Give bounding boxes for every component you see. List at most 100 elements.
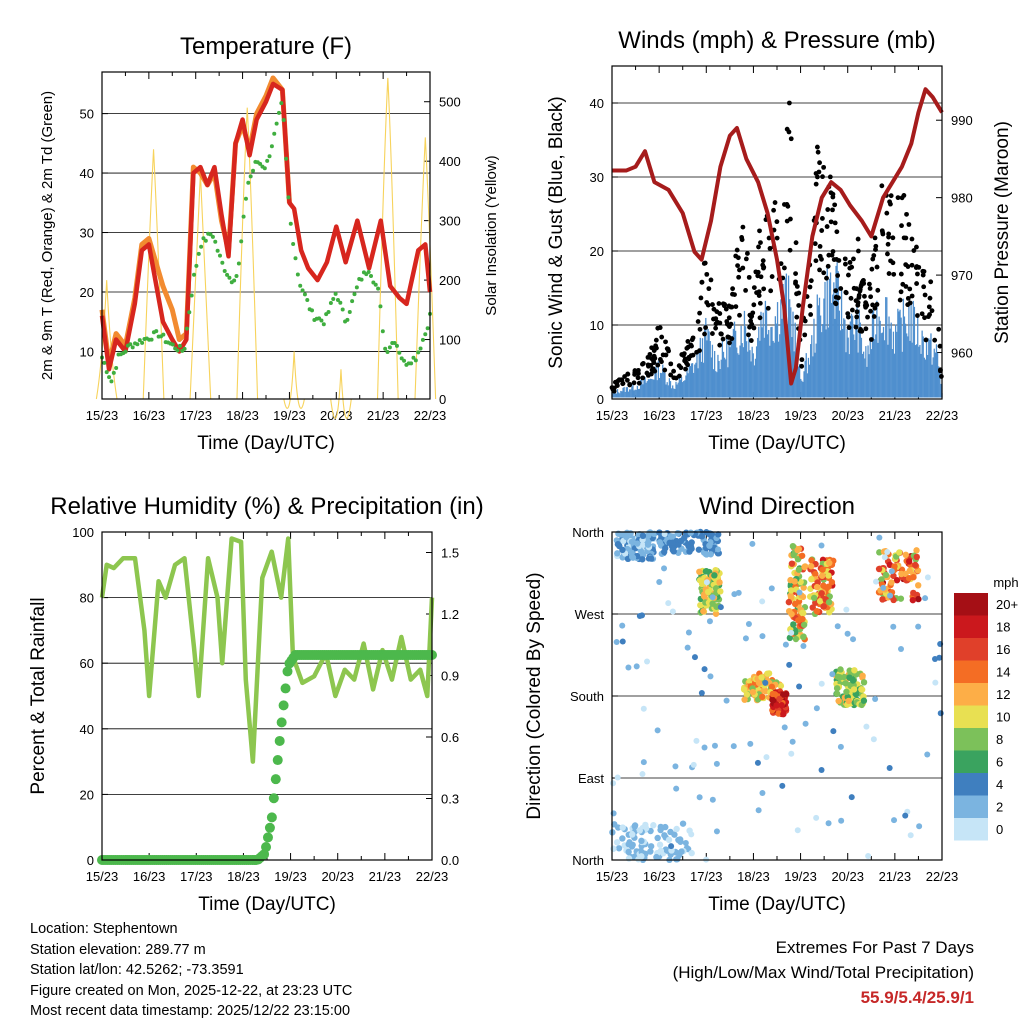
dewpoint-point: [225, 272, 230, 277]
direction-point: [691, 654, 698, 661]
precip-point: [268, 793, 279, 804]
direction-point: [661, 832, 668, 839]
dewpoint-point: [300, 288, 305, 293]
gust-point: [784, 126, 790, 132]
direction-point: [639, 551, 647, 558]
gust-point: [705, 302, 711, 308]
direction-point: [779, 782, 786, 789]
gust-point: [909, 293, 915, 299]
direction-point: [924, 574, 931, 581]
direction-point: [679, 820, 687, 827]
direction-point: [619, 824, 626, 831]
xtick-label-3-2: 17/23: [690, 869, 723, 884]
direction-point: [687, 529, 695, 536]
direction-point: [886, 765, 893, 772]
direction-point: [629, 553, 636, 561]
y2tick-label-1-3: 990: [951, 113, 973, 128]
direction-point: [826, 559, 833, 567]
dewpoint-point: [321, 322, 326, 327]
ytick-label-1-1: 10: [590, 318, 604, 333]
gust-point: [768, 288, 774, 294]
solar-peak-7: [414, 137, 437, 400]
gust-point: [888, 193, 894, 199]
gust-point: [717, 320, 723, 326]
direction-point: [838, 817, 845, 824]
gust-point: [845, 311, 851, 316]
gust-point: [784, 218, 790, 224]
direction-point: [614, 541, 622, 548]
direction-point: [657, 847, 665, 855]
gust-point: [872, 235, 878, 241]
gust-point: [796, 303, 802, 308]
gust-point: [861, 278, 866, 283]
gust-point: [694, 349, 699, 355]
gust-point: [832, 300, 838, 306]
direction-point: [896, 549, 903, 556]
gust-point: [727, 340, 732, 346]
direction-point: [703, 568, 710, 575]
direction-point: [682, 840, 689, 847]
direction-point: [613, 839, 621, 846]
dewpoint-point: [265, 158, 270, 163]
direction-point: [898, 645, 905, 652]
direction-point: [713, 828, 720, 835]
direction-point: [755, 679, 763, 687]
gust-point: [632, 372, 638, 377]
gust-point: [703, 325, 708, 331]
gust-point: [815, 149, 821, 155]
gust-point: [808, 278, 814, 284]
direction-point: [937, 710, 944, 717]
dewpoint-point: [274, 121, 279, 126]
dewpoint-point: [373, 282, 378, 287]
direction-point: [881, 554, 888, 561]
ytick-label-1-0: 0: [597, 392, 604, 407]
direction-point: [834, 623, 841, 630]
direction-point: [698, 690, 705, 697]
gust-point: [737, 312, 742, 318]
direction-point: [818, 680, 825, 687]
dewpoint-point: [402, 358, 407, 363]
dewpoint-point: [345, 317, 350, 322]
legend-swatch-8: [954, 773, 988, 796]
direction-point: [788, 750, 795, 757]
precip-point: [270, 774, 281, 785]
xtick-label-0-3: 18/23: [226, 408, 259, 423]
gust-point: [901, 193, 907, 198]
direction-point: [639, 771, 646, 778]
gust-point: [725, 334, 731, 340]
direction-point: [762, 679, 769, 686]
gust-point: [644, 370, 650, 376]
gust-point: [853, 298, 859, 304]
direction-point: [614, 550, 621, 557]
direction-point: [878, 576, 885, 583]
gust-point: [713, 325, 719, 331]
dewpoint-point: [369, 274, 374, 279]
direction-point: [796, 589, 803, 596]
gust-point: [663, 352, 669, 358]
direction-point: [661, 565, 668, 572]
legend-swatch-0: [954, 593, 988, 616]
direction-point: [745, 620, 752, 627]
direction-point: [707, 551, 714, 558]
dewpoint-point: [319, 318, 324, 323]
direction-point: [851, 667, 858, 674]
direction-point: [661, 531, 668, 538]
gust-point: [745, 251, 750, 256]
gust-point: [872, 305, 878, 311]
dewpoint-point: [140, 340, 145, 345]
direction-point: [712, 610, 720, 617]
direction-point: [825, 572, 832, 579]
xtick-label-2-4: 19/23: [274, 869, 307, 884]
direction-point: [915, 582, 922, 589]
gust-point: [905, 302, 911, 308]
direction-point: [789, 738, 796, 745]
direction-point: [707, 673, 714, 680]
direction-point: [912, 561, 919, 569]
dewpoint-point: [387, 345, 392, 350]
dewpoint-point: [331, 297, 336, 302]
gust-point: [757, 300, 763, 306]
gust-point: [813, 258, 819, 264]
dewpoint-point: [298, 283, 303, 288]
gust-point: [819, 228, 825, 233]
dewpoint-point: [413, 358, 418, 363]
